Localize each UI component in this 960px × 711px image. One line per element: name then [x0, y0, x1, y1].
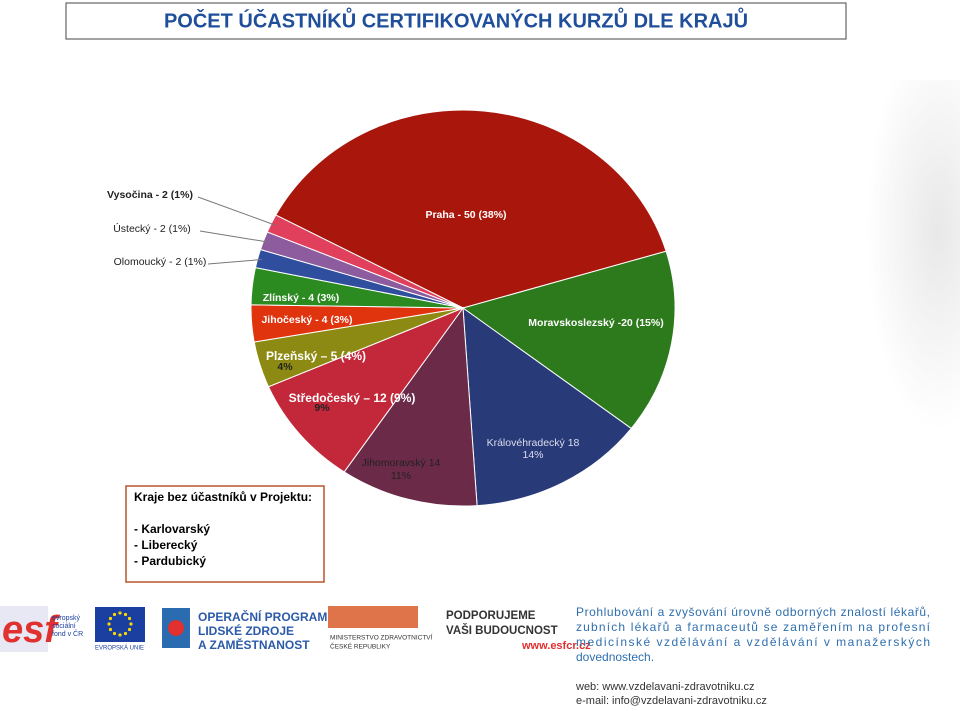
eu-text: EVROPSKÁ UNIE	[95, 645, 144, 652]
data-label: Vysočina - 2 (1%)	[107, 189, 193, 201]
eu-star	[112, 631, 117, 636]
title-box	[65, 2, 847, 40]
note-item: - Karlovarský	[134, 522, 210, 536]
chart-title: POČET ÚČASTNÍKŮ CERTIFIKOVANÝCH KURZŮ DL…	[164, 6, 748, 32]
eu-star	[123, 631, 128, 636]
pie-slice	[267, 306, 465, 473]
footer-op: LIDSKÉ ZDROJE	[198, 623, 294, 638]
pie-slice	[461, 250, 676, 430]
footer-op: A ZAMĚSTNANOST	[198, 637, 310, 652]
note-item: - Pardubický	[134, 554, 206, 568]
data-label: Moravskoslezský -20 (15%)	[528, 317, 663, 329]
data-label: Olomoucký - 2 (1%)	[114, 256, 207, 268]
footer-op: OPERAČNÍ PROGRAM	[198, 609, 327, 624]
data-label: Zlínský - 4 (3%)	[263, 292, 339, 304]
pie-slice	[462, 306, 632, 507]
footer-esf-sub: evropský	[52, 615, 81, 622]
eu-star	[123, 612, 128, 617]
footer-esf-sub: fond v ČR	[52, 629, 83, 638]
footer-esf-sub: sociální	[52, 623, 76, 630]
data-label: Ústecký - 2 (1%)	[113, 222, 191, 235]
esf-text: esf	[2, 609, 60, 651]
footer-ministry: ČESKÉ REPUBLIKY	[330, 642, 391, 651]
eu-star	[107, 622, 111, 626]
leader-line	[199, 230, 268, 243]
eu-star	[108, 616, 113, 621]
note-item: - Liberecký	[134, 538, 198, 552]
footer-project: Prohlubování a zvyšování úrovně odbornýc…	[576, 605, 930, 619]
data-label: 14%	[522, 449, 543, 461]
data-label: 11%	[391, 470, 411, 482]
leader-line	[197, 196, 276, 226]
data-label: Středočeský – 12 (9%)	[289, 391, 416, 405]
pie-slice	[343, 306, 478, 507]
footer-slogan: VAŠI BUDOUCNOST	[446, 624, 558, 637]
data-label: Praha - 50 (38%)	[425, 209, 506, 221]
eu-star	[127, 616, 132, 621]
data-label: Královéhradecký 18	[487, 437, 580, 449]
note-box	[125, 485, 325, 583]
data-label: Jihočeský - 4 (3%)	[261, 314, 352, 326]
background-figure	[780, 80, 960, 580]
footer-ministry: MINISTERSTVO ZDRAVOTNICTVÍ	[330, 633, 433, 642]
slogan-url: www.esfcr.cz	[521, 640, 591, 652]
footer-project: medicínské vzdělávání a vzdělávání v man…	[576, 635, 930, 649]
eu-star	[118, 611, 122, 615]
eu-star	[118, 633, 122, 637]
data-label: 4%	[277, 361, 293, 373]
footer-project: dovednostech.	[576, 650, 654, 664]
eu-star	[112, 612, 117, 617]
esf-logo	[0, 606, 48, 652]
data-label: 9%	[314, 402, 330, 414]
web: web: www.vzdelavani-zdravotniku.cz	[575, 681, 755, 693]
footer: esf EVROPSKÁ UNIE www.esfcr.cz web: www.…	[0, 606, 767, 707]
ministry-logo	[328, 606, 418, 628]
data-label: Plzeňský – 5 (4%)	[266, 349, 366, 363]
eu-star	[108, 627, 113, 632]
footer-project: zubních lékařů a farmaceutů se zaměřením…	[576, 620, 931, 634]
op-logo-dot	[168, 620, 184, 636]
leader-line	[207, 259, 262, 265]
note-title: Kraje bez účastníků v Projektu:	[134, 490, 312, 504]
footer-slogan: PODPORUJEME	[446, 610, 536, 622]
eu-star	[127, 627, 132, 632]
email: e-mail: info@vzdelavani-zdravotniku.cz	[576, 695, 767, 707]
pie-slice	[275, 109, 667, 309]
eu-star	[129, 622, 133, 626]
data-label: Jihomoravský 14	[362, 457, 441, 469]
